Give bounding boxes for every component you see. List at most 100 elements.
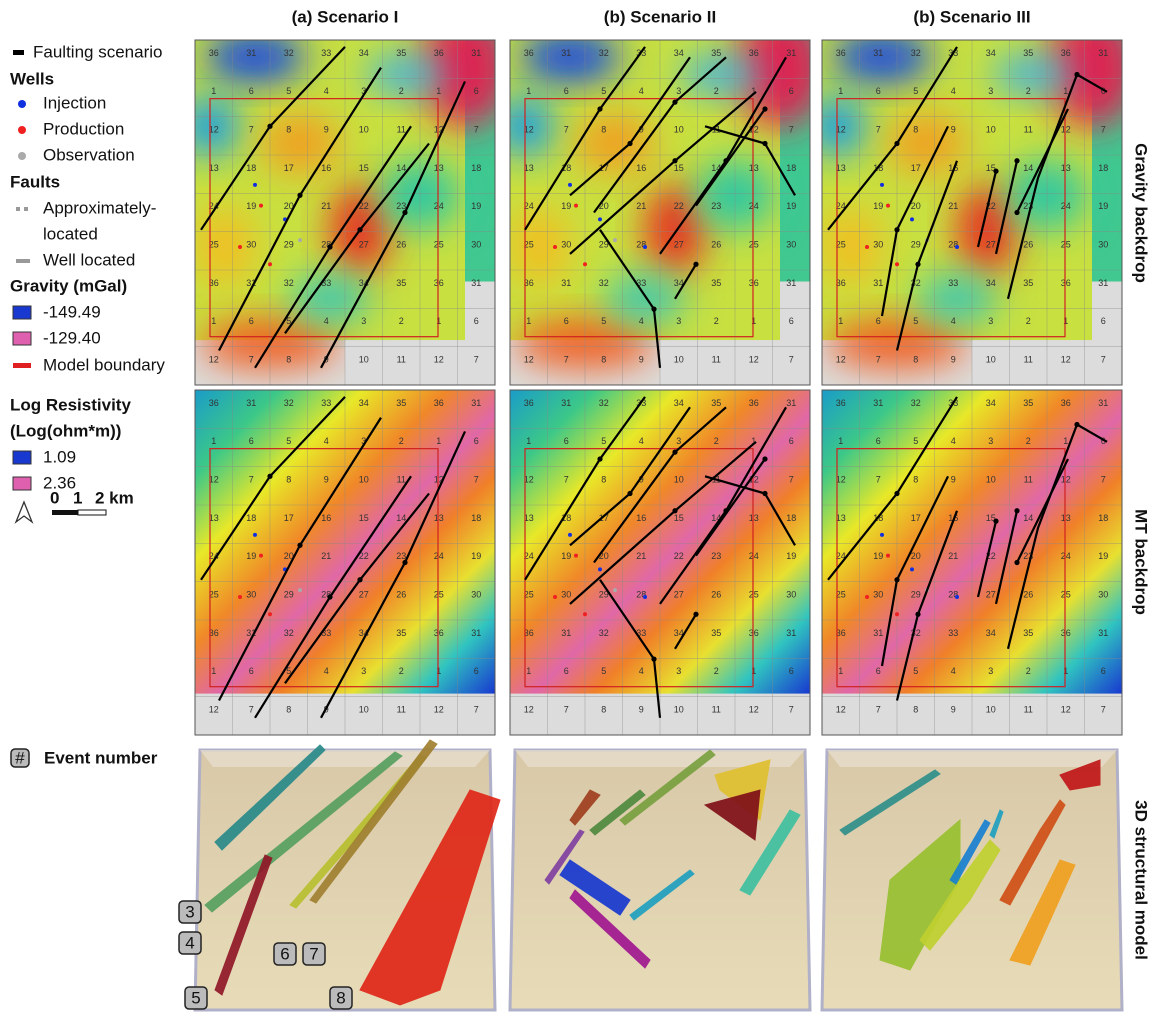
legend-text: Observation <box>43 145 135 164</box>
section-label: 7 <box>876 124 881 134</box>
section-label: 4 <box>324 316 329 326</box>
section-label: 9 <box>951 474 956 484</box>
section-label: 31 <box>1098 628 1108 638</box>
section-label: 9 <box>324 474 329 484</box>
legend-text: Event number <box>44 748 158 767</box>
section-label: 10 <box>359 474 369 484</box>
section-label: 8 <box>913 354 918 364</box>
section-label: 7 <box>249 474 254 484</box>
section-label: 35 <box>711 278 721 288</box>
section-label: 6 <box>876 86 881 96</box>
section-label: 12 <box>836 704 846 714</box>
section-label: 1 <box>1063 316 1068 326</box>
fault-tick <box>672 450 677 455</box>
map-panel: 3631323334353631165432161278910111271318… <box>822 390 1122 735</box>
section-label: 25 <box>434 589 444 599</box>
section-label: 12 <box>1061 354 1071 364</box>
fault-tick <box>297 543 302 548</box>
section-label: 18 <box>1098 513 1108 523</box>
well <box>895 612 899 616</box>
section-label: 33 <box>948 628 958 638</box>
fault-tick <box>894 227 899 232</box>
legend-text: -149.49 <box>43 302 101 321</box>
section-label: 7 <box>564 124 569 134</box>
section-label: 35 <box>396 628 406 638</box>
section-label: 4 <box>951 86 956 96</box>
section-label: 11 <box>1024 704 1033 714</box>
section-label: 4 <box>324 86 329 96</box>
section-label: 5 <box>913 666 918 676</box>
section-label: 19 <box>471 201 481 211</box>
section-label: 31 <box>1098 398 1108 408</box>
section-label: 1 <box>838 86 843 96</box>
section-label: 23 <box>396 201 406 211</box>
event-number: 8 <box>336 988 345 1007</box>
section-label: 25 <box>434 239 444 249</box>
section-label: 19 <box>561 201 571 211</box>
section-label: 24 <box>434 201 444 211</box>
section-label: 7 <box>564 704 569 714</box>
section-label: 31 <box>873 628 883 638</box>
section-label: 7 <box>789 704 794 714</box>
section-label: 6 <box>876 316 881 326</box>
section-label: 31 <box>561 278 571 288</box>
fault-tick <box>1014 560 1019 565</box>
fault-tick <box>357 227 362 232</box>
section-label: 23 <box>711 201 721 211</box>
section-label: 6 <box>564 436 569 446</box>
section-label: 2 <box>399 436 404 446</box>
section-label: 8 <box>913 124 918 134</box>
section-label: 31 <box>561 398 571 408</box>
section-label: 32 <box>911 48 921 58</box>
section-label: 26 <box>396 589 406 599</box>
map-panel: 3631323334353631165432161278910111271318… <box>195 390 495 735</box>
fault-tick <box>993 169 998 174</box>
section-label: 2 <box>1026 316 1031 326</box>
section-label: 31 <box>873 48 883 58</box>
section-label: 30 <box>1098 589 1108 599</box>
north-arrow <box>16 502 32 522</box>
legend-text: Faults <box>10 172 60 191</box>
section-label: 31 <box>1098 278 1108 288</box>
section-label: 21 <box>948 201 958 211</box>
legend-text: Gravity (mGal) <box>10 276 127 295</box>
section-label: 31 <box>471 628 481 638</box>
well <box>643 595 647 599</box>
section-label: 12 <box>434 354 444 364</box>
section-label: 5 <box>286 86 291 96</box>
section-label: 17 <box>284 163 294 173</box>
legend-text: Injection <box>43 93 106 112</box>
section-label: 10 <box>986 474 996 484</box>
section-label: 26 <box>396 239 406 249</box>
section-label: 10 <box>359 354 369 364</box>
legend-swatch <box>13 332 31 345</box>
legend-text: 1.09 <box>43 447 76 466</box>
fault-tick <box>894 141 899 146</box>
section-label: 2 <box>399 316 404 326</box>
legend: Faulting scenarioWellsInjectionProductio… <box>10 42 165 767</box>
section-label: 6 <box>249 666 254 676</box>
section-label: 7 <box>1101 704 1106 714</box>
section-label: 36 <box>209 398 219 408</box>
fault-tick <box>894 491 899 496</box>
map-panel: 3631323334353631165432161278910111271318… <box>495 8 825 385</box>
legend-text: Production <box>43 119 124 138</box>
section-label: 19 <box>1098 551 1108 561</box>
section-label: 1 <box>838 666 843 676</box>
fault-tick <box>672 100 677 105</box>
section-label: 8 <box>286 704 291 714</box>
well <box>886 204 890 208</box>
well <box>268 612 272 616</box>
legend-text: 2.36 <box>43 473 76 492</box>
section-label: 31 <box>246 48 256 58</box>
fault-tick <box>762 141 767 146</box>
well <box>910 567 914 571</box>
section-label: 2 <box>714 316 719 326</box>
section-label: 32 <box>284 48 294 58</box>
section-label: 14 <box>1023 163 1033 173</box>
well <box>865 245 869 249</box>
section-label: 11 <box>397 354 406 364</box>
legend-text: Model boundary <box>43 355 165 374</box>
section-label: 8 <box>913 704 918 714</box>
section-label: 15 <box>359 163 369 173</box>
